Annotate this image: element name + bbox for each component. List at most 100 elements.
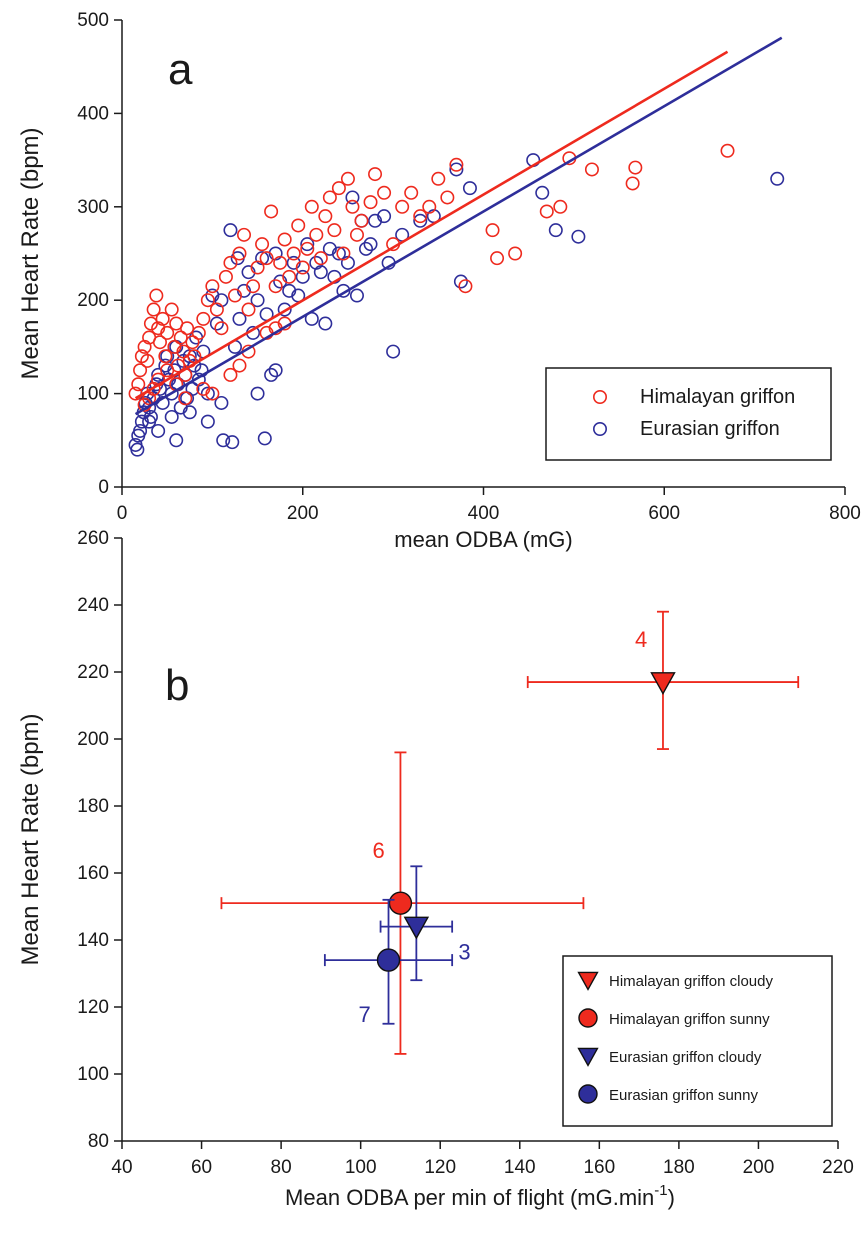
data-point <box>449 162 464 177</box>
data-point <box>250 260 265 275</box>
x-tick-label: 600 <box>648 503 680 524</box>
y-tick-label: 220 <box>77 662 109 683</box>
data-point <box>449 157 464 172</box>
sample-size-label: 4 <box>635 627 647 652</box>
data-point <box>376 948 401 972</box>
data-point <box>200 293 215 308</box>
legend: Himalayan griffon Eurasian griffon <box>545 367 832 461</box>
y-tick-label: 140 <box>77 930 109 951</box>
data-point <box>259 251 274 266</box>
legend-box <box>545 367 832 461</box>
legend-label: Himalayan griffon sunny <box>609 1011 770 1028</box>
x-tick-label: 40 <box>111 1157 132 1178</box>
data-point <box>155 311 170 326</box>
panel-label: a <box>168 45 193 94</box>
data-point <box>395 199 410 214</box>
legend-marker <box>592 421 607 436</box>
data-point <box>152 335 167 350</box>
data-point <box>553 199 568 214</box>
x-tick-label: 160 <box>583 1157 615 1178</box>
data-point <box>309 227 324 242</box>
x-tick-label: 140 <box>504 1157 536 1178</box>
data-point <box>354 213 369 228</box>
data-point <box>318 316 333 331</box>
data-point <box>250 386 265 401</box>
data-point <box>327 223 342 238</box>
data-point <box>196 381 211 396</box>
data-point <box>191 325 206 340</box>
data-point <box>250 293 265 308</box>
data-point <box>508 246 523 261</box>
data-point <box>268 363 283 378</box>
data-point <box>130 442 145 457</box>
data-point <box>359 241 374 256</box>
data-point <box>628 160 643 175</box>
legend-label: Eurasian griffon <box>640 418 780 440</box>
data-point <box>223 223 238 238</box>
data-point <box>149 288 164 303</box>
y-tick-label: 200 <box>77 290 109 311</box>
data-point <box>232 358 247 373</box>
data-point <box>200 414 215 429</box>
x-tick-label: 0 <box>117 503 128 524</box>
data-point <box>363 237 378 252</box>
series-point-group: 7 <box>323 898 454 1027</box>
y-axis-label: Mean Heart Rate (bpm) <box>17 713 44 965</box>
y-tick-label: 180 <box>77 796 109 817</box>
plot-area: 4 6 3 7 <box>220 610 800 1055</box>
data-point <box>160 363 175 378</box>
legend-marker <box>577 971 599 991</box>
data-point <box>143 316 158 331</box>
data-point <box>300 237 315 252</box>
data-point <box>232 311 247 326</box>
data-point <box>413 209 428 224</box>
data-point <box>178 391 193 406</box>
data-point <box>200 386 215 401</box>
data-point <box>345 199 360 214</box>
data-point <box>268 279 283 294</box>
sample-size-label: 3 <box>458 940 470 965</box>
series-point-group: 6 <box>220 751 585 1055</box>
legend-label: Eurasian griffon cloudy <box>609 1049 762 1066</box>
data-point <box>535 185 550 200</box>
data-point <box>490 251 505 266</box>
himalayan-fit-line <box>134 50 729 400</box>
data-point <box>133 423 148 438</box>
data-point <box>214 395 229 410</box>
data-point <box>349 288 364 303</box>
legend-marker <box>577 1047 599 1067</box>
data-point <box>255 237 270 252</box>
data-point <box>218 269 233 284</box>
panel-label: b <box>165 661 189 710</box>
data-point <box>282 269 297 284</box>
data-point <box>169 433 184 448</box>
data-point <box>131 377 146 392</box>
data-point <box>158 349 173 364</box>
data-point <box>286 246 301 261</box>
data-point <box>300 241 315 256</box>
data-point <box>214 321 229 336</box>
y-tick-label: 500 <box>77 10 109 31</box>
x-axis-label-superscript: -1 <box>654 1182 667 1199</box>
x-tick-label: 200 <box>743 1157 775 1178</box>
data-point <box>318 209 333 224</box>
series-point-group: 4 <box>526 610 800 750</box>
data-point <box>264 204 279 219</box>
data-point <box>257 431 272 446</box>
x-tick-label: 800 <box>829 503 861 524</box>
sample-size-label: 6 <box>372 838 384 863</box>
data-point <box>151 423 166 438</box>
data-point <box>345 190 360 205</box>
x-tick-label: 400 <box>468 503 500 524</box>
data-point <box>377 209 392 224</box>
data-point <box>413 213 428 228</box>
legend: Himalayan griffon cloudy Himalayan griffo… <box>562 955 833 1127</box>
data-point <box>237 227 252 242</box>
data-point <box>232 246 247 261</box>
data-point <box>273 255 288 270</box>
data-point <box>241 302 256 317</box>
plot-area <box>128 36 785 457</box>
data-point <box>363 195 378 210</box>
data-point <box>349 227 364 242</box>
data-point <box>291 218 306 233</box>
